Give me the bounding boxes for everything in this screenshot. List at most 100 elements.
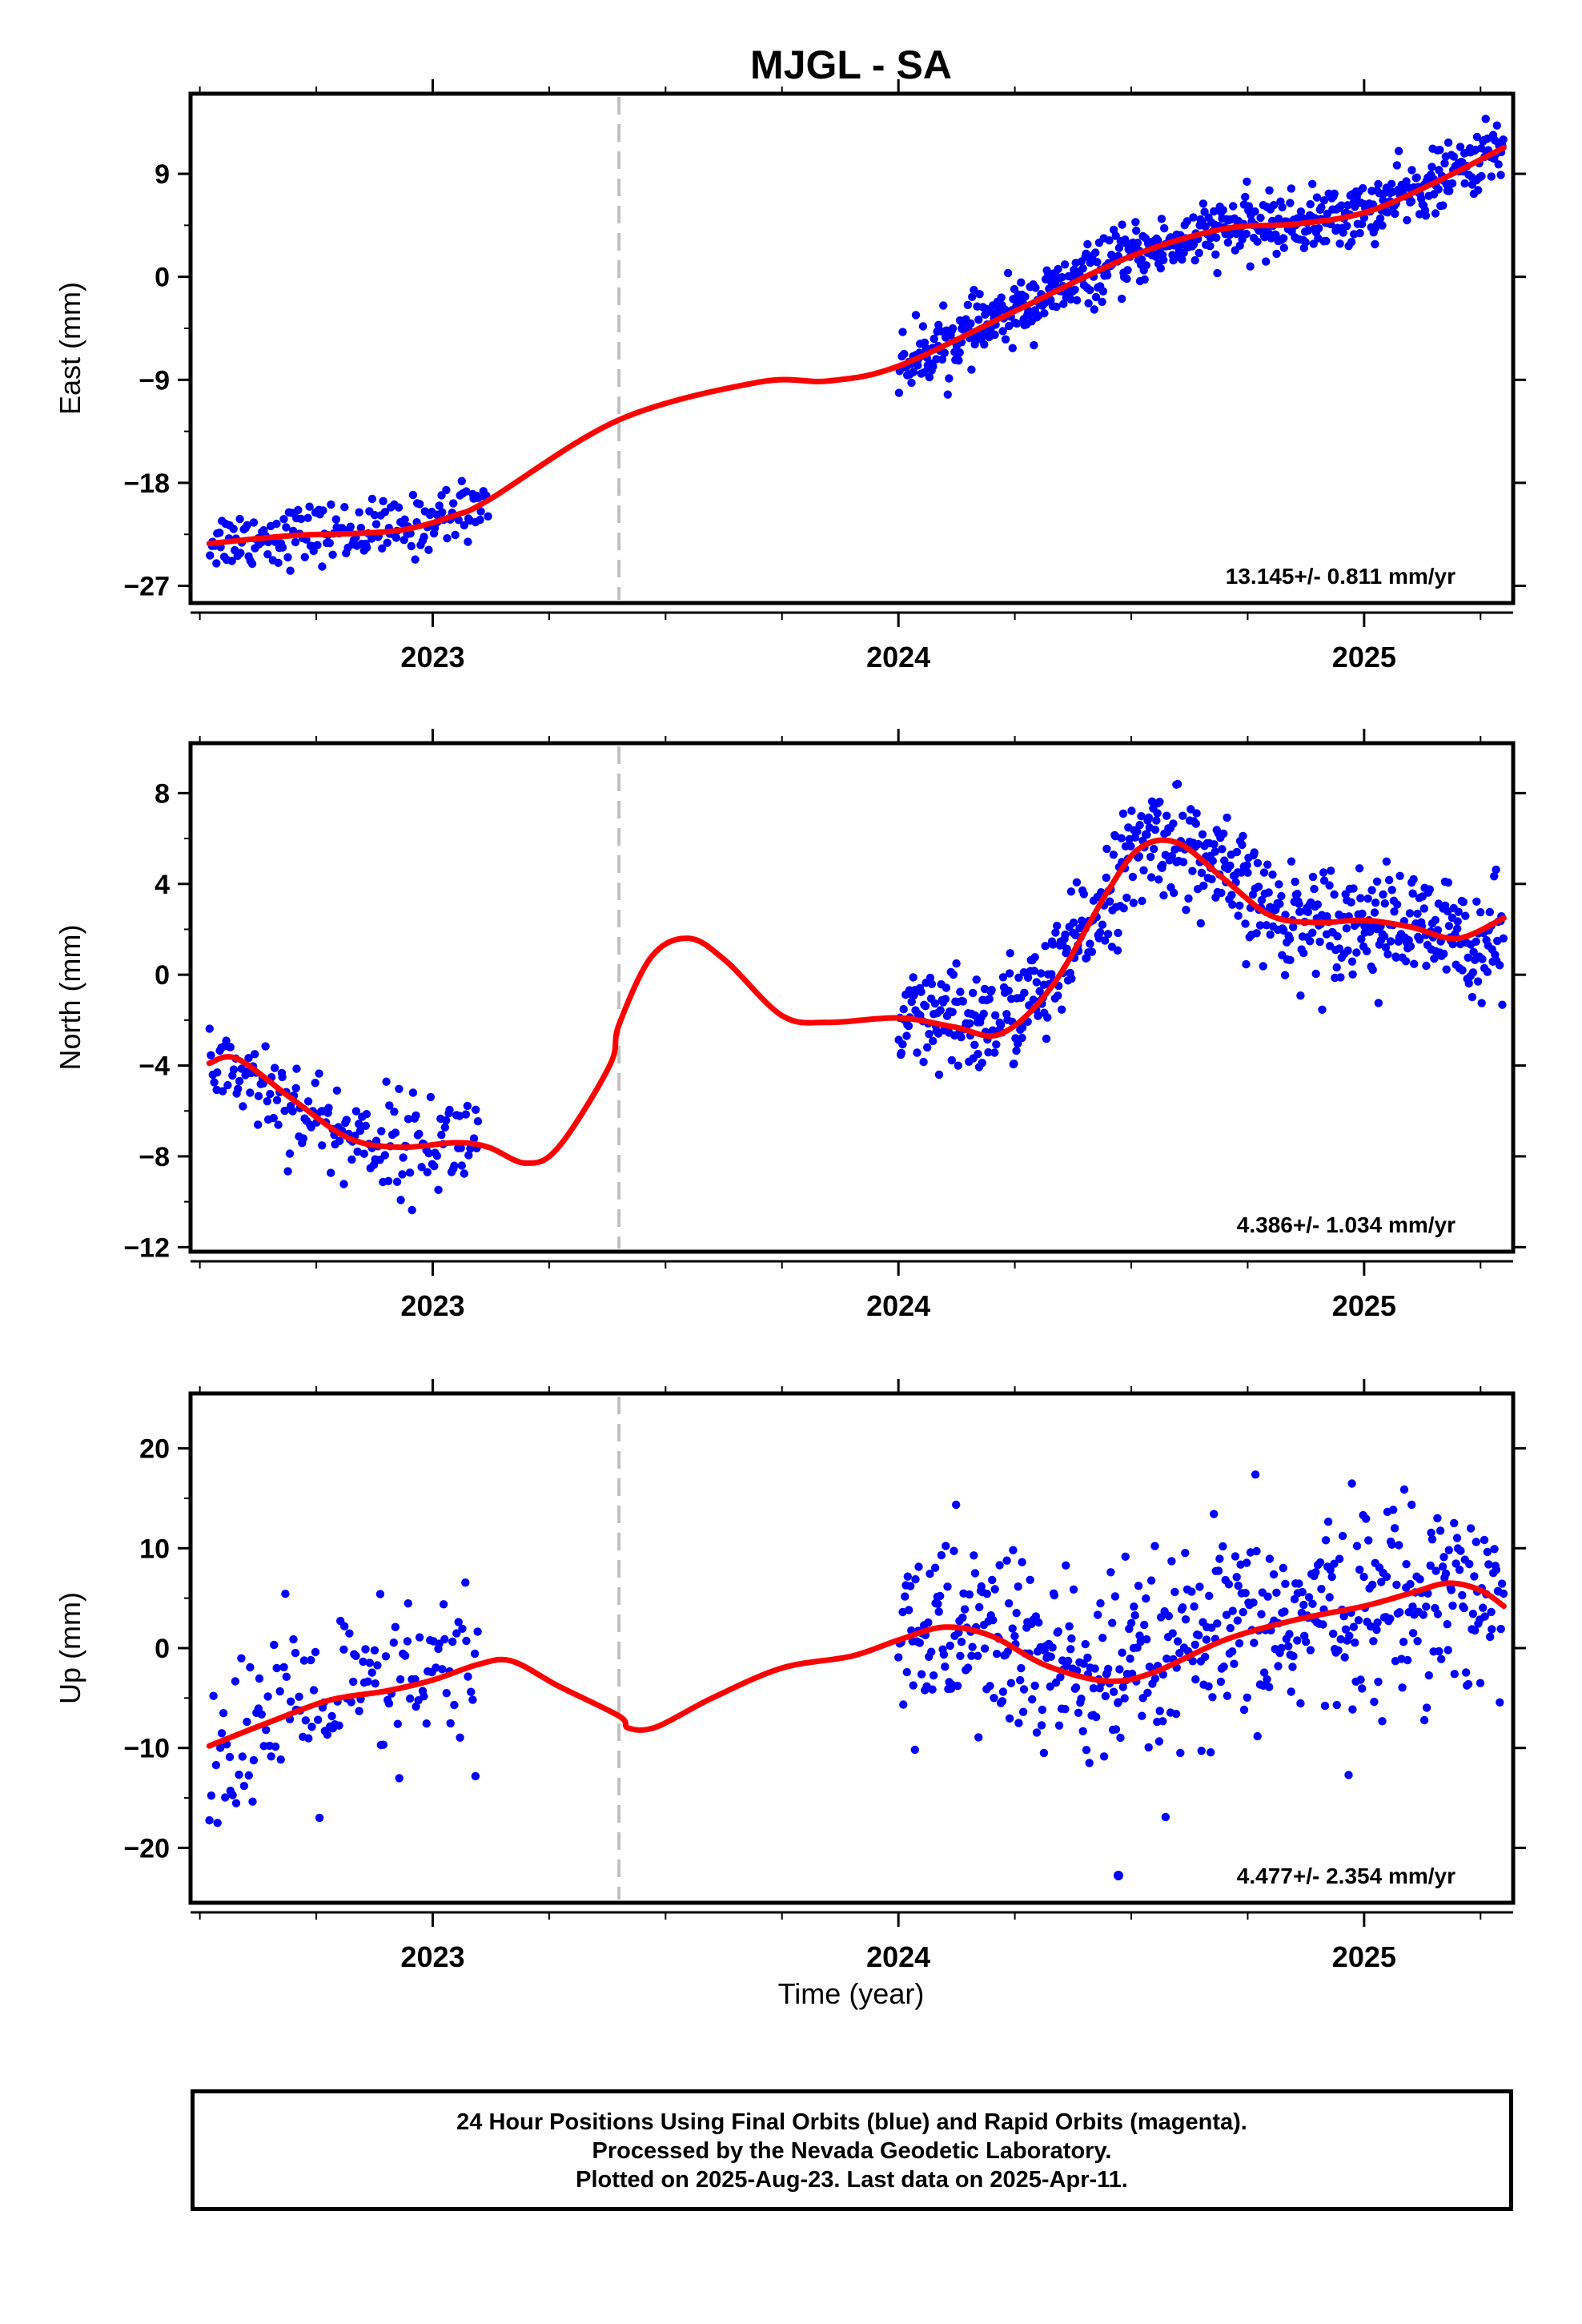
data-point xyxy=(1306,937,1315,946)
data-point xyxy=(1037,1721,1046,1730)
data-point xyxy=(1198,830,1207,839)
data-point xyxy=(1302,1638,1311,1647)
data-point xyxy=(1298,1587,1307,1597)
data-point xyxy=(1196,919,1206,928)
data-point xyxy=(1030,1681,1039,1691)
data-point xyxy=(1295,1579,1303,1588)
data-point xyxy=(1427,163,1436,171)
data-point xyxy=(1291,877,1299,887)
data-point xyxy=(1480,1535,1489,1545)
data-point xyxy=(1413,1637,1422,1646)
data-point xyxy=(1103,930,1113,939)
data-point xyxy=(1392,900,1402,909)
data-point xyxy=(474,493,483,502)
data-point xyxy=(279,1663,288,1671)
data-point xyxy=(1130,1602,1138,1611)
data-point xyxy=(1187,1587,1196,1596)
data-point xyxy=(395,1084,404,1094)
data-point xyxy=(1042,1034,1051,1043)
data-point xyxy=(956,1651,965,1660)
data-point xyxy=(928,1685,937,1694)
data-point xyxy=(355,1707,363,1715)
data-point xyxy=(934,1607,943,1616)
data-point xyxy=(1098,287,1108,296)
data-point xyxy=(1253,858,1263,868)
y-tick-label: 0 xyxy=(155,1634,170,1664)
data-point xyxy=(1101,1691,1110,1701)
data-point xyxy=(314,1715,323,1724)
data-point xyxy=(1374,1677,1383,1687)
data-point xyxy=(1046,1682,1055,1691)
data-point xyxy=(275,1687,284,1696)
data-point xyxy=(420,533,428,541)
data-point xyxy=(365,1659,374,1667)
panels-group: 9 0 −9 −18 −27 2023 2024 2025 East (mm) 13.145+/-… xyxy=(54,79,1526,1973)
data-point xyxy=(1471,1626,1480,1635)
data-point xyxy=(1047,970,1056,979)
data-point xyxy=(468,1695,477,1704)
data-point xyxy=(1137,812,1146,821)
data-point xyxy=(1403,215,1411,225)
y-axis-label: East (mm) xyxy=(54,282,86,415)
data-point xyxy=(1116,1733,1125,1743)
data-point xyxy=(1415,935,1424,944)
data-point xyxy=(400,515,409,524)
data-point xyxy=(1487,1607,1496,1617)
data-point xyxy=(904,1021,913,1031)
data-point xyxy=(978,1059,987,1068)
data-point xyxy=(1138,896,1146,906)
data-point xyxy=(1312,193,1322,202)
data-point xyxy=(1483,967,1492,976)
data-point xyxy=(1140,275,1149,284)
data-point xyxy=(249,518,259,527)
data-point xyxy=(367,534,376,543)
data-point xyxy=(254,1120,263,1129)
data-point xyxy=(1339,1612,1348,1621)
data-point xyxy=(1182,906,1191,915)
data-point xyxy=(1195,248,1203,258)
data-point xyxy=(1265,1683,1274,1691)
data-point xyxy=(1431,209,1440,218)
data-point xyxy=(404,1115,413,1124)
data-point xyxy=(1220,856,1229,865)
data-point xyxy=(1130,1611,1139,1620)
data-point xyxy=(1405,909,1415,918)
y-tick-label: −18 xyxy=(123,468,170,499)
data-point xyxy=(291,1084,300,1093)
data-point xyxy=(1442,965,1451,974)
data-point xyxy=(1134,852,1144,861)
data-point xyxy=(274,558,283,567)
data-point xyxy=(1497,1579,1507,1588)
data-point xyxy=(1128,872,1138,882)
y-tick-label: 10 xyxy=(139,1534,170,1564)
data-point xyxy=(1243,1693,1252,1702)
data-point xyxy=(1339,228,1347,237)
data-point xyxy=(1280,971,1290,979)
data-point xyxy=(219,1087,227,1096)
data-point xyxy=(1224,1580,1234,1589)
data-point xyxy=(335,1136,344,1145)
data-point xyxy=(1005,1714,1014,1723)
data-point xyxy=(1263,860,1272,869)
data-point xyxy=(1259,1668,1269,1677)
data-point xyxy=(1356,894,1365,903)
data-point xyxy=(1378,1717,1387,1726)
data-point xyxy=(1242,959,1251,969)
data-point xyxy=(926,973,935,983)
data-point xyxy=(979,1009,988,1019)
data-point xyxy=(1252,1546,1261,1556)
data-point xyxy=(1293,890,1302,899)
data-point xyxy=(205,1815,214,1825)
data-point xyxy=(926,1570,934,1578)
data-point xyxy=(941,995,950,1003)
data-point xyxy=(907,378,916,388)
data-point xyxy=(1223,238,1233,247)
data-point xyxy=(941,1663,950,1671)
data-point xyxy=(1014,1039,1022,1048)
data-point xyxy=(905,1606,913,1614)
data-point xyxy=(1208,1693,1217,1702)
data-point xyxy=(251,1050,259,1059)
x-tick-label: 2023 xyxy=(400,641,464,673)
data-point xyxy=(1192,809,1201,818)
data-point xyxy=(371,520,381,529)
